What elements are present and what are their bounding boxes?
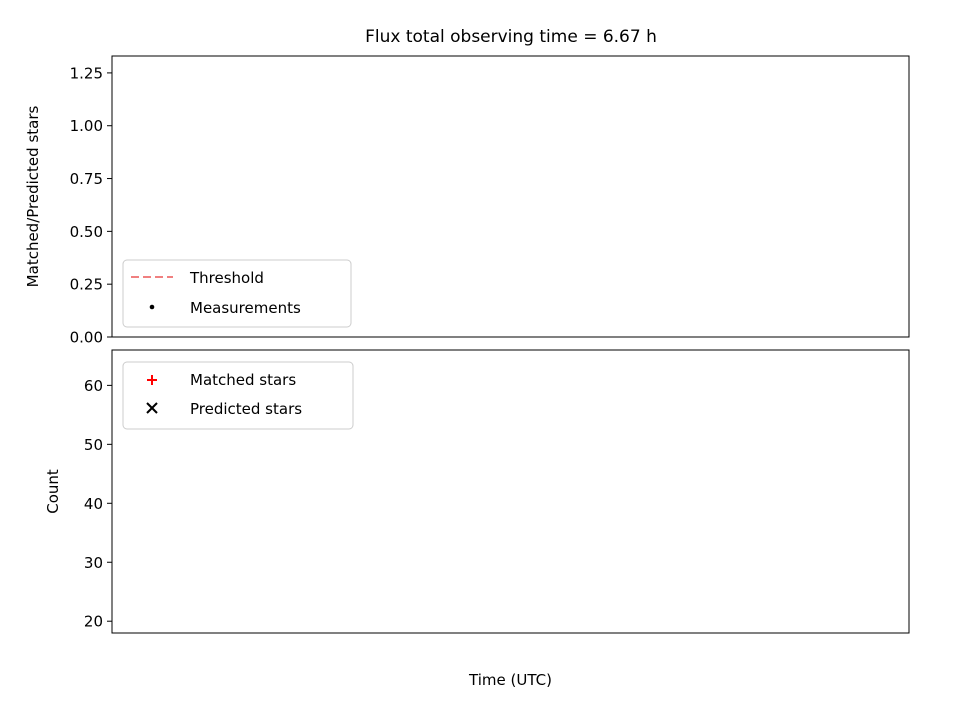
y-tick-label: 0.50 [70,223,103,241]
y-axis-label: Count [44,469,62,514]
legend-threshold-label: Threshold [189,269,264,287]
legend-predicted-label: Predicted stars [190,400,302,418]
legend: Threshold Measurements [122,259,352,328]
x-axis-label: Time (UTC) [468,671,552,689]
legend-box [122,361,354,430]
y-tick-label: 50 [84,436,103,454]
legend-matched-swatch [147,375,157,385]
y-tick-label: 0.75 [70,170,103,188]
y-axis-label: Matched/Predicted stars [24,106,42,288]
y-tick-label: 60 [84,377,103,395]
chart-title: Flux total observing time = 6.67 h [365,27,657,47]
count-panel: 203040506019:0020:0021:0022:0023:0000:00… [44,349,910,689]
legend-measurements-swatch [149,304,155,310]
y-tick-label: 0.25 [70,276,103,294]
legend-box [122,259,352,328]
legend: Matched stars Predicted stars [122,361,354,430]
y-tick-label: 20 [84,613,103,631]
y-tick-label: 40 [84,495,103,513]
legend-predicted-swatch [146,402,158,414]
y-tick-label: 30 [84,554,103,572]
y-tick-label: 0.00 [70,329,103,347]
legend-matched-label: Matched stars [190,371,296,389]
ratio-panel: 0.00 0.25 0.50 0.75 1.00 1.25 Matched/Predicte… [24,55,910,347]
legend-measurements-label: Measurements [190,299,301,317]
axes-frame [111,349,910,634]
axes-frame [111,55,910,338]
y-tick-label: 1.00 [70,117,103,135]
y-tick-label: 1.25 [70,64,103,82]
